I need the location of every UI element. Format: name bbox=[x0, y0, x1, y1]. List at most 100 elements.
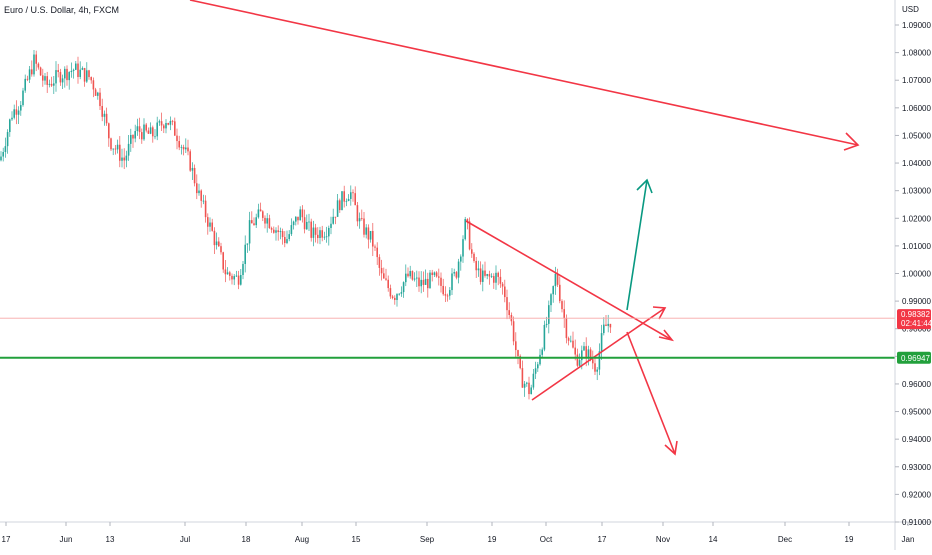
candle-body bbox=[77, 63, 79, 77]
candle-body bbox=[506, 297, 508, 311]
y-tick-label: 0.95000 bbox=[902, 408, 931, 417]
candle-body bbox=[380, 267, 383, 274]
candle-body bbox=[545, 323, 548, 325]
candle-body bbox=[543, 324, 546, 350]
x-tick-label: 17 bbox=[2, 535, 11, 544]
candle-body bbox=[279, 231, 282, 233]
candle-body bbox=[460, 256, 462, 262]
candle-body bbox=[288, 234, 290, 240]
candle-body bbox=[248, 220, 251, 244]
triangle-lower-line[interactable] bbox=[531, 307, 666, 401]
x-tick-label: Jun bbox=[60, 535, 73, 544]
candle-body bbox=[50, 83, 53, 86]
candle-body bbox=[130, 134, 132, 144]
x-tick-label: 19 bbox=[488, 535, 497, 544]
candle-body bbox=[101, 106, 103, 117]
downtrend-line[interactable] bbox=[189, 0, 859, 146]
y-tick-label: 1.03000 bbox=[902, 187, 931, 196]
candle-body bbox=[66, 68, 68, 81]
candle-body bbox=[466, 219, 469, 222]
candle-body bbox=[424, 278, 427, 285]
bearish-arrowhead[interactable] bbox=[664, 440, 678, 456]
candle-body bbox=[427, 278, 429, 289]
triangle-upper-line[interactable] bbox=[465, 220, 673, 341]
candle-body bbox=[145, 124, 147, 131]
candle-body bbox=[383, 273, 385, 279]
triangle-lower-arrowhead[interactable] bbox=[652, 306, 667, 320]
candle-body bbox=[83, 68, 86, 82]
candle-body bbox=[581, 350, 583, 361]
x-tick-label: Sep bbox=[420, 535, 435, 544]
candle-body bbox=[394, 297, 396, 300]
x-tick-label: Dec bbox=[778, 535, 792, 544]
candle-body bbox=[165, 123, 167, 129]
candle-body bbox=[99, 92, 101, 107]
candle-body bbox=[339, 200, 341, 211]
candle-body bbox=[233, 276, 235, 280]
candle-body bbox=[266, 218, 268, 224]
candle-body bbox=[11, 117, 13, 120]
candle-body bbox=[138, 126, 141, 133]
candle-body bbox=[121, 157, 123, 161]
candle-body bbox=[332, 216, 334, 224]
y-tick-label: 0.92000 bbox=[902, 490, 931, 499]
downtrend-arrowhead[interactable] bbox=[843, 132, 860, 151]
candle-body bbox=[352, 192, 354, 194]
candle-body bbox=[479, 268, 482, 282]
candle-body bbox=[220, 246, 222, 253]
candle-body bbox=[299, 209, 301, 221]
candle-body bbox=[334, 216, 337, 218]
candle-body bbox=[79, 69, 81, 77]
triangle-upper-arrowhead[interactable] bbox=[658, 329, 675, 342]
candle-body bbox=[363, 218, 365, 235]
candle-body bbox=[295, 216, 297, 222]
candle-body bbox=[26, 78, 29, 80]
candle-body bbox=[405, 273, 407, 283]
candle-body bbox=[391, 296, 394, 298]
candle-body bbox=[262, 211, 264, 218]
bearish-arrow-line[interactable] bbox=[626, 331, 676, 455]
candle-body bbox=[519, 356, 521, 369]
symbol-title: Euro / U.S. Dollar, 4h, FXCM bbox=[4, 5, 120, 15]
candle-body bbox=[585, 346, 587, 358]
candle-body bbox=[116, 144, 119, 150]
candle-body bbox=[347, 198, 350, 201]
y-tick-label: 1.07000 bbox=[902, 76, 931, 85]
y-tick-label: 0.91000 bbox=[902, 518, 931, 527]
x-tick-label: Oct bbox=[540, 535, 553, 544]
x-tick-label: Aug bbox=[295, 535, 309, 544]
y-tick-label: 1.00000 bbox=[902, 270, 931, 279]
x-tick-label: Jan bbox=[902, 535, 915, 544]
candle-body bbox=[563, 309, 565, 319]
drawings[interactable] bbox=[189, 0, 860, 456]
candle-body bbox=[88, 70, 90, 78]
candle-body bbox=[174, 121, 176, 136]
candle-body bbox=[235, 275, 238, 277]
candle-body bbox=[72, 69, 75, 71]
candle-body bbox=[35, 54, 37, 64]
candle-body bbox=[402, 282, 405, 293]
y-tick-label: 0.96000 bbox=[902, 380, 931, 389]
bullish-arrowhead[interactable] bbox=[636, 178, 653, 194]
candle-body bbox=[537, 364, 539, 369]
candle-body bbox=[605, 324, 607, 326]
candle-body bbox=[321, 230, 323, 238]
candle-body bbox=[277, 230, 279, 233]
candle-body bbox=[290, 225, 293, 235]
candle-body bbox=[429, 272, 431, 289]
candle-body bbox=[251, 220, 253, 224]
candle-body bbox=[53, 83, 55, 86]
candle-body bbox=[385, 278, 387, 280]
candle-body bbox=[143, 124, 145, 140]
candle-body bbox=[526, 382, 528, 384]
candle-body bbox=[413, 278, 416, 280]
candle-body bbox=[264, 217, 266, 224]
candle-body bbox=[37, 63, 40, 68]
candle-body bbox=[75, 63, 77, 70]
candle-body bbox=[237, 275, 240, 285]
candle-body bbox=[185, 147, 187, 150]
countdown-label: 02:41:44 bbox=[901, 319, 932, 328]
bullish-arrow-line[interactable] bbox=[626, 179, 648, 311]
